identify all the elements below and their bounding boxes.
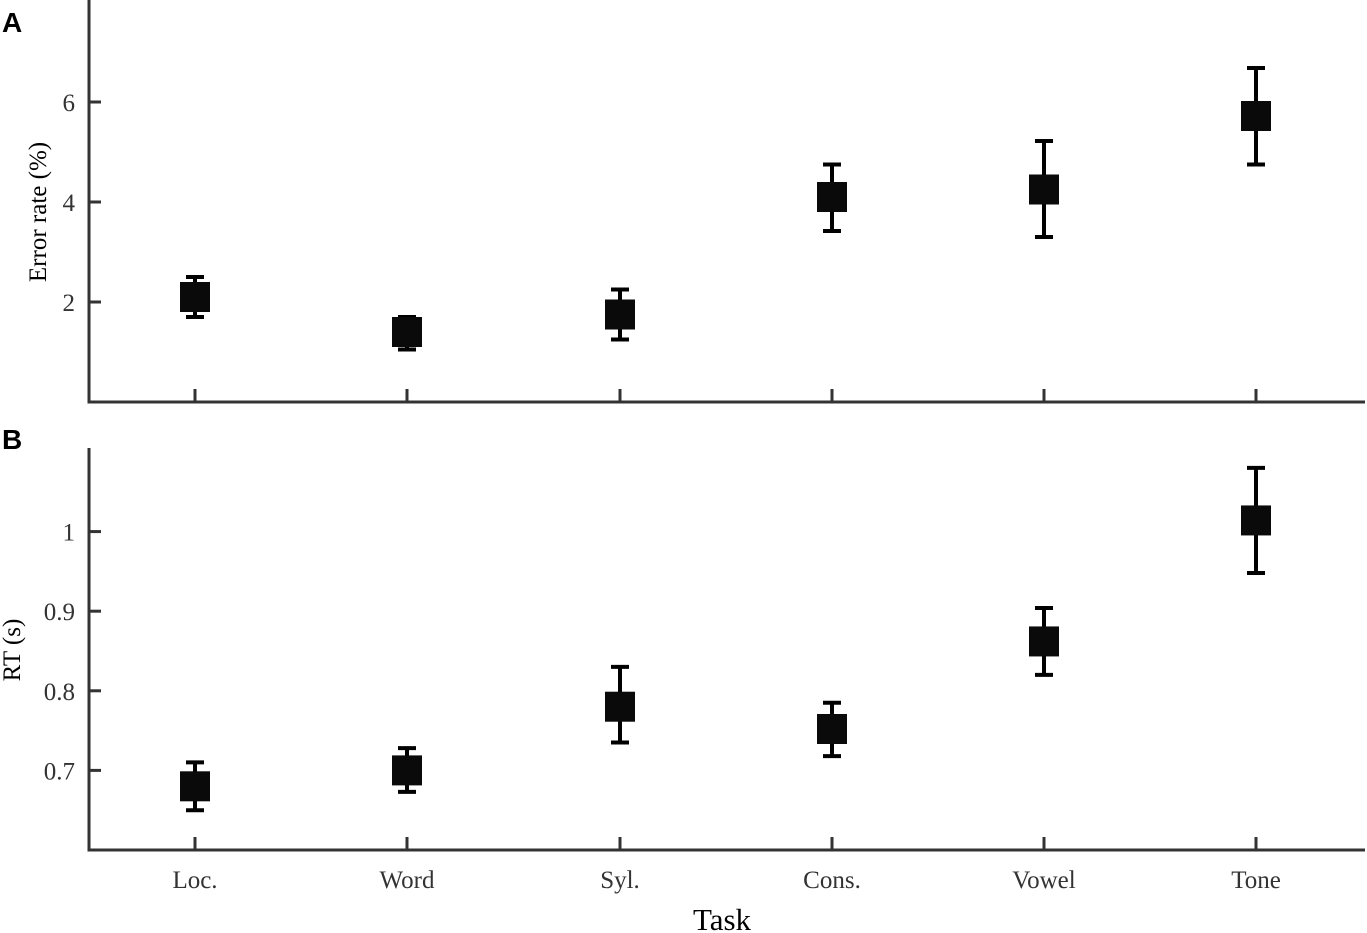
- panel-b-points: [180, 465, 1271, 813]
- data-point: [817, 714, 847, 745]
- y-tick-label: 4: [63, 190, 76, 217]
- panel-b-x-tick-labels: Loc. Word Syl. Cons. Vowel Tone: [172, 867, 1280, 894]
- x-tick-label: Loc.: [172, 867, 217, 894]
- x-tick-label: Word: [380, 867, 435, 894]
- y-tick-label: 2: [63, 290, 76, 317]
- panel-a-x-ticks: [193, 389, 1258, 402]
- panel-a: A Error rate (%) 2 4 6: [2, 0, 1365, 404]
- panel-a-points: [180, 66, 1271, 352]
- x-tick-label: Cons.: [803, 867, 861, 894]
- panel-a-axes: [87, 0, 1365, 404]
- data-point: [180, 282, 210, 312]
- y-tick-label: 1: [63, 520, 76, 547]
- data-point: [605, 299, 635, 330]
- panel-a-y-ticks: 2 4 6: [63, 90, 101, 317]
- panel-a-y-axis-title: Error rate (%): [25, 142, 52, 282]
- data-point: [1029, 174, 1059, 205]
- data-point: [392, 755, 422, 786]
- panel-b: B RT (s) 0.7 0.8 0.9 1 Loc. Word Syl. Cons. Vow…: [0, 424, 1365, 933]
- x-tick-label: Tone: [1231, 867, 1281, 894]
- data-point: [605, 691, 635, 722]
- panel-b-letter: B: [2, 424, 22, 455]
- y-tick-label: 0.9: [44, 599, 75, 626]
- y-tick-label: 0.7: [44, 758, 75, 785]
- data-point: [180, 771, 210, 802]
- x-tick-label: Syl.: [600, 867, 640, 894]
- y-tick-label: 6: [63, 90, 76, 117]
- panel-a-letter: A: [2, 7, 22, 38]
- panel-b-x-ticks: [193, 837, 1258, 850]
- y-tick-label: 0.8: [44, 679, 75, 706]
- data-point: [1241, 101, 1271, 131]
- x-axis-title: Task: [693, 902, 752, 933]
- panel-b-y-ticks: 0.7 0.8 0.9 1: [44, 520, 101, 785]
- data-point: [817, 182, 847, 212]
- data-point: [1241, 505, 1271, 536]
- panel-b-axes: [87, 448, 1365, 852]
- data-point: [1029, 626, 1059, 657]
- data-point: [392, 317, 422, 347]
- x-tick-label: Vowel: [1012, 867, 1075, 894]
- panel-b-y-axis-title: RT (s): [0, 619, 26, 682]
